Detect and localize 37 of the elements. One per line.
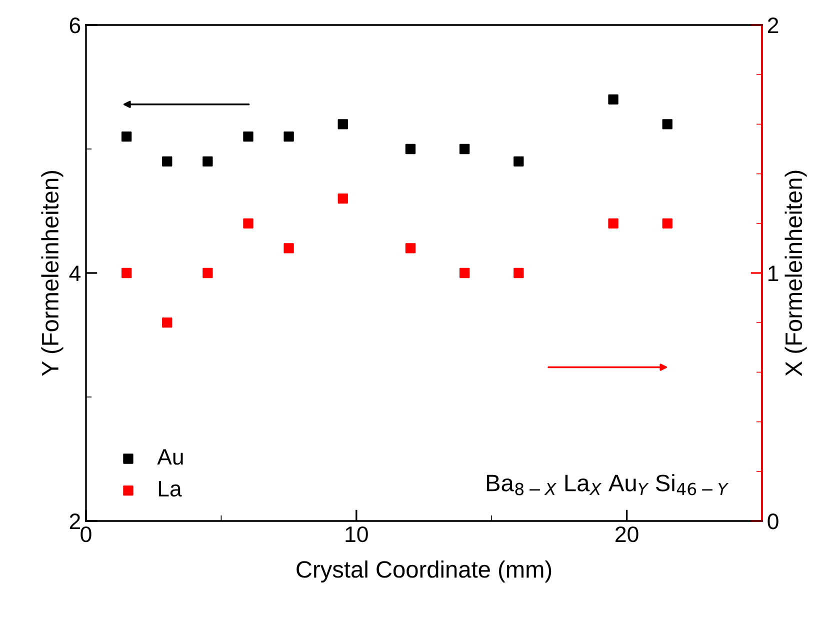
point	[608, 218, 618, 228]
y-tick-label: 4	[69, 266, 80, 282]
point	[608, 94, 618, 104]
point	[514, 156, 524, 166]
legend-label: La	[158, 481, 182, 497]
y-tick-label: 6	[70, 18, 80, 34]
y2-tick-label: 2	[768, 18, 778, 34]
x-tick-label: 20	[616, 526, 638, 542]
y-axis-title: Y (Formeleinheiten)	[41, 170, 64, 376]
point	[662, 218, 672, 228]
x-tick-label: 10	[346, 526, 368, 542]
y-tick-label: 2	[70, 514, 80, 530]
x-axis-title: Crystal Coordinate (mm)	[296, 560, 552, 582]
point	[202, 268, 213, 278]
point	[459, 144, 470, 154]
point	[514, 268, 524, 278]
point	[243, 132, 254, 142]
y2-tick-label: 0	[768, 514, 778, 530]
point	[284, 132, 294, 142]
point	[162, 156, 172, 166]
point	[338, 119, 348, 130]
point	[405, 243, 416, 254]
point	[405, 144, 416, 154]
point	[338, 194, 348, 204]
point	[662, 119, 672, 130]
point	[459, 268, 470, 278]
y2-axis-title: X (Formeleinheiten)	[784, 170, 807, 376]
point	[202, 156, 213, 166]
point	[243, 218, 254, 228]
annotation: Ba$_{8−X}$ La$_{X}$ Au$_{Y}$ Si$_{46−Y}$	[486, 474, 729, 496]
y2-tick-label: 1	[768, 266, 778, 282]
x-tick-label: 0	[80, 526, 92, 542]
point	[284, 243, 294, 254]
legend-label: Au	[157, 449, 183, 465]
point	[121, 132, 132, 142]
point	[121, 268, 132, 278]
point	[162, 318, 172, 328]
